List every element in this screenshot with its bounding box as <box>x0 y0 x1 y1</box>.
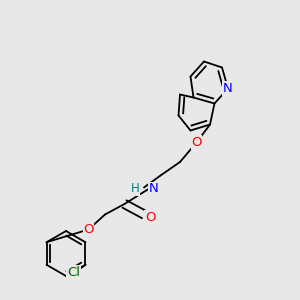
Text: O: O <box>191 136 202 149</box>
Text: H: H <box>131 182 140 196</box>
Text: O: O <box>145 211 155 224</box>
Text: Cl: Cl <box>67 266 80 279</box>
Text: N: N <box>148 182 158 196</box>
Text: N: N <box>223 82 233 95</box>
Text: O: O <box>83 223 94 236</box>
